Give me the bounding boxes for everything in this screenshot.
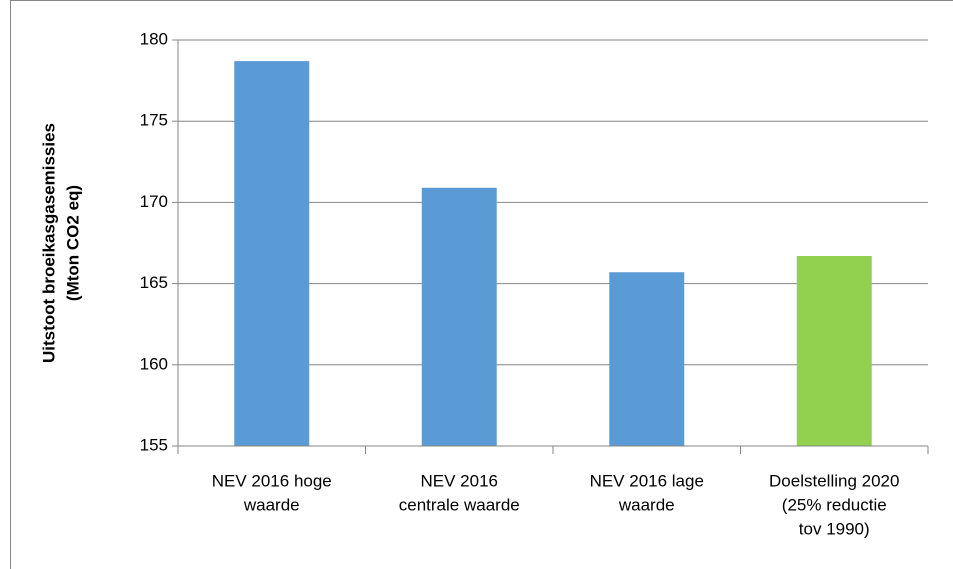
x-tick-label: (25% reductie — [782, 495, 887, 514]
y-tick-label: 160 — [140, 354, 168, 373]
bar — [609, 272, 685, 446]
y-tick-label: 175 — [140, 111, 168, 130]
x-tick-label: NEV 2016 lage — [590, 471, 704, 490]
y-tick-label: 170 — [140, 192, 168, 211]
bar — [796, 255, 872, 446]
x-tick-label: waarde — [618, 495, 675, 514]
x-tick-label: waarde — [243, 495, 300, 514]
x-tick-label: NEV 2016 — [421, 471, 499, 490]
y-tick-label: 180 — [140, 29, 168, 48]
y-axis-label-line: Uitstoot broeikasgasemissies — [39, 123, 58, 363]
y-tick-label: 165 — [140, 273, 168, 292]
bar — [421, 187, 497, 446]
y-axis-label-line: (Mton CO2 eq) — [63, 185, 82, 301]
y-tick-label: 155 — [140, 435, 168, 454]
x-tick-label: NEV 2016 hoge — [212, 471, 332, 490]
x-tick-label: Doelstelling 2020 — [769, 471, 899, 490]
x-tick-label: tov 1990) — [799, 519, 870, 538]
x-tick-label: centrale waarde — [399, 495, 520, 514]
bar — [234, 61, 310, 446]
y-axis-label: Uitstoot broeikasgasemissies (Mton CO2 e… — [39, 123, 82, 363]
